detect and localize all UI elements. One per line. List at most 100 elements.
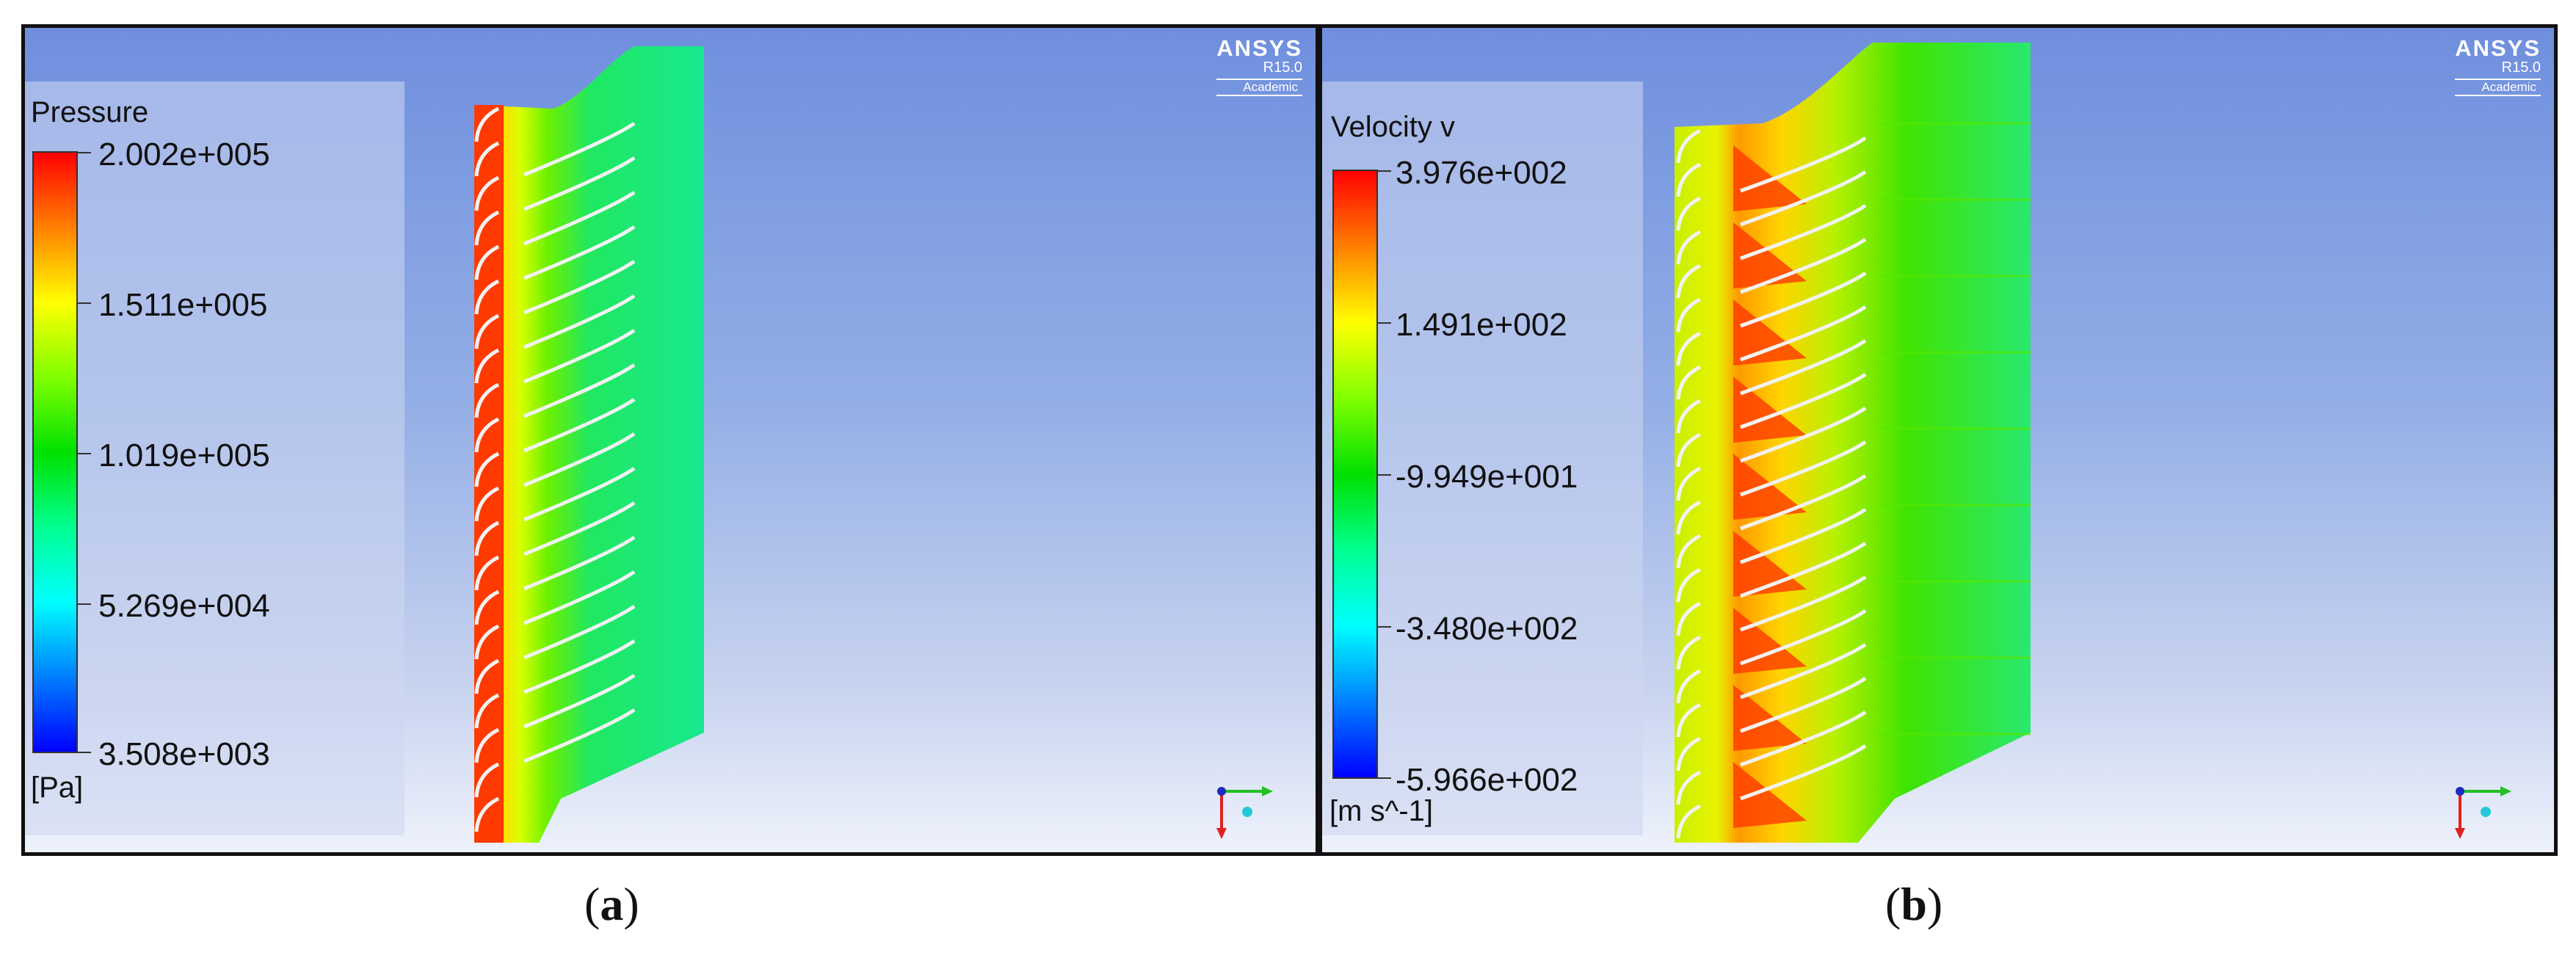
rotor-blade <box>1740 507 1867 564</box>
tick-mark <box>78 453 91 454</box>
rotor-blade <box>1740 203 1867 261</box>
legend-title: Pressure <box>31 96 149 128</box>
rotor-blade <box>1740 136 1867 193</box>
rotor-blade <box>523 328 636 384</box>
stator-blade <box>1676 736 1702 771</box>
wake-region <box>1733 377 1807 443</box>
legend-title: Velocity v <box>1331 111 1455 143</box>
velocity-domain <box>1675 43 2031 843</box>
passage-bands <box>1880 122 2031 736</box>
stator-blade <box>474 451 500 487</box>
stator-blade <box>474 417 500 453</box>
rotor-blade <box>523 225 636 280</box>
ansys-watermark: ANSYS R15.0 Academic <box>1216 35 1302 97</box>
stator-blade <box>1676 804 1702 839</box>
stator-blade <box>474 210 500 246</box>
tick-mark <box>1378 777 1391 779</box>
rotor-blade <box>1740 575 1867 632</box>
stator-blade <box>474 762 500 798</box>
rotor-blade <box>1740 305 1867 362</box>
tick-label: 5.269e+004 <box>98 588 270 624</box>
rotor-blade <box>1740 609 1867 666</box>
legend-unit: [Pa] <box>31 771 84 804</box>
ansys-release: R15.0 <box>1263 59 1302 76</box>
tick-label: -9.949e+001 <box>1396 459 1578 495</box>
tick-mark <box>1378 626 1391 628</box>
rotor-blade <box>523 466 636 522</box>
stator-blade <box>474 106 500 142</box>
stator-blade <box>1676 669 1702 704</box>
rotor-blade <box>523 708 636 763</box>
caption-paren-close: ) <box>623 878 639 930</box>
stator-blade <box>1676 365 1702 400</box>
stator-blade <box>474 348 500 384</box>
stator-blade <box>1676 702 1702 738</box>
stator-blade <box>474 244 500 280</box>
stator-blade <box>1676 297 1702 333</box>
stator-blade <box>474 693 500 729</box>
rotor-blade <box>523 121 636 177</box>
tick-label: 2.002e+005 <box>98 137 270 173</box>
tick-mark <box>1378 322 1391 324</box>
stator-blade <box>1676 331 1702 366</box>
stator-blade <box>474 796 500 832</box>
rotor-blade <box>523 604 636 660</box>
tick-label: 1.511e+005 <box>98 287 268 323</box>
rotor-blade <box>1740 710 1867 767</box>
rotor-blade <box>523 259 636 315</box>
stator-blade <box>1676 128 1702 164</box>
stator-blade <box>1676 635 1702 670</box>
velocity-field-plot <box>1675 43 2031 843</box>
rotor-blade <box>523 294 636 349</box>
stator-blade <box>474 382 500 418</box>
pressure-contour-panel: Pressure 2.002e+005 1.511e+005 1.019e+00… <box>21 24 1319 856</box>
rotor-blade <box>1740 170 1867 227</box>
rotor-blade <box>523 639 636 694</box>
stator-blade <box>474 520 500 556</box>
ansys-edition: Academic <box>2455 79 2541 97</box>
ansys-edition: Academic <box>1216 79 1302 97</box>
tick-mark <box>78 603 91 605</box>
stator-blade <box>1676 770 1702 805</box>
rotor-blade <box>1740 642 1867 700</box>
caption-paren-close: ) <box>1926 878 1943 930</box>
ansys-logo-text: ANSYS <box>2455 35 2541 61</box>
tick-label: 3.976e+002 <box>1396 155 1567 191</box>
stator-blade <box>1676 399 1702 434</box>
colorbar <box>1332 170 1378 779</box>
tick-label: -5.966e+002 <box>1396 762 1578 798</box>
stator-blade <box>1676 466 1702 501</box>
rotor-blade <box>523 190 636 246</box>
wake-region <box>1733 685 1807 751</box>
stator-blade <box>1676 264 1702 299</box>
caption-paren-open: ( <box>584 878 601 930</box>
rotor-blade <box>1740 473 1867 531</box>
rotor-blade <box>1740 406 1867 463</box>
wake-region <box>1733 222 1807 288</box>
pressure-domain <box>474 46 704 843</box>
caption-b: (b) <box>1885 877 1942 932</box>
rotor-blade <box>523 535 636 591</box>
tick-label: -3.480e+002 <box>1396 611 1578 647</box>
tick-label: 3.508e+003 <box>98 736 270 772</box>
tick-mark <box>1378 474 1391 476</box>
tick-mark <box>78 752 91 753</box>
pressure-legend: Pressure 2.002e+005 1.511e+005 1.019e+00… <box>25 81 404 835</box>
stator-blade <box>1676 601 1702 636</box>
stator-blade <box>1676 230 1702 265</box>
stator-blade <box>1676 567 1702 603</box>
caption-a: (a) <box>584 877 639 932</box>
rotor-blade <box>523 397 636 453</box>
stator-blade <box>474 313 500 349</box>
axis-triad-icon <box>2455 786 2511 839</box>
axis-triad-icon <box>1216 786 1273 839</box>
rotor-blade <box>523 432 636 487</box>
stator-blade <box>1676 162 1702 197</box>
rotor-blade <box>1740 676 1867 733</box>
stator-blade <box>1676 196 1702 231</box>
tick-mark <box>78 302 91 304</box>
rotor-blade <box>1740 372 1867 429</box>
ansys-logo-text: ANSYS <box>1216 35 1302 61</box>
rotor-blades <box>523 121 636 763</box>
rotor-blade <box>1740 440 1867 497</box>
